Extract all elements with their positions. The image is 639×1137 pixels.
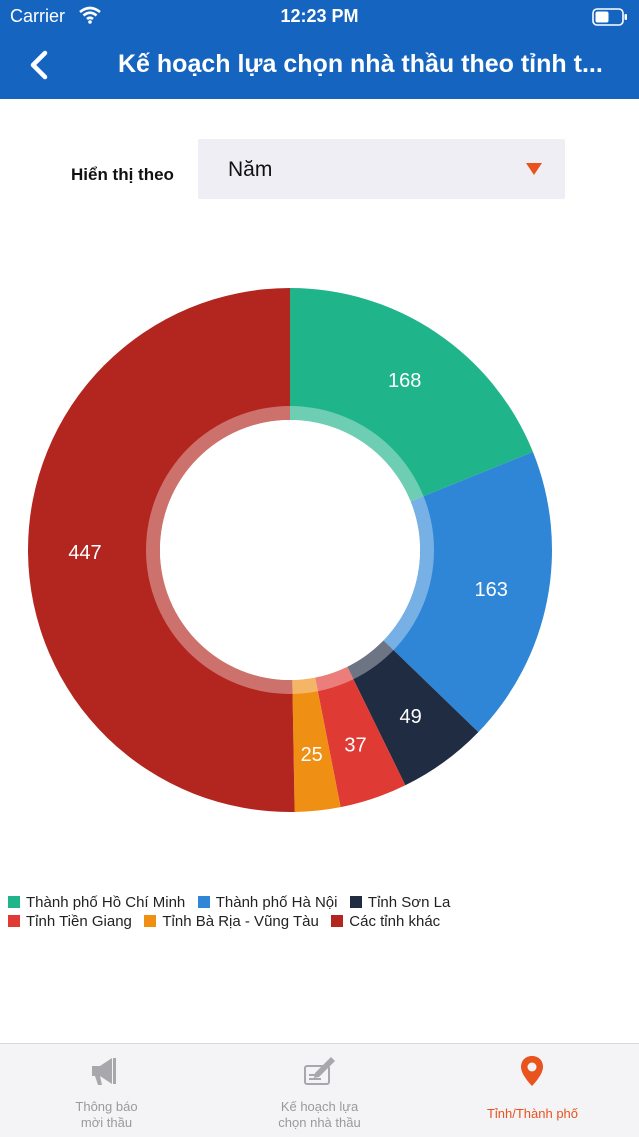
tab-label-line2: chọn nhà thầu	[278, 1115, 361, 1130]
location-pin-icon	[521, 1056, 543, 1086]
legend-swatch	[8, 915, 20, 927]
slice-ha-noi[interactable]	[383, 451, 552, 733]
legend-item-other-provinces[interactable]: Các tỉnh khác	[331, 913, 440, 930]
slice-label-other-provinces: 447	[68, 542, 101, 564]
legend-row: Tỉnh Tiền Giang Tỉnh Bà Rịa - Vũng Tàu C…	[8, 913, 628, 932]
clock: 12:23 PM	[280, 6, 359, 26]
legend-swatch	[331, 915, 344, 927]
wifi-icon	[79, 6, 101, 24]
chart-legend: Thành phố Hồ Chí Minh Thành phố Hà Nội T…	[8, 894, 628, 932]
carrier-label: Carrier	[10, 6, 66, 26]
plan-edit-icon	[304, 1057, 335, 1085]
donut-chart: 168 163 49 37 25 447	[27, 288, 552, 812]
legend-row: Thành phố Hồ Chí Minh Thành phố Hà Nội T…	[8, 894, 628, 913]
legend-swatch	[144, 915, 157, 927]
header: Carrier 12:23 PM Kế hoạch lựa chọn nhà t…	[0, 0, 639, 99]
back-button[interactable]	[22, 46, 62, 86]
megaphone-icon	[92, 1058, 116, 1085]
legend-swatch	[349, 896, 362, 908]
page-title: Kế hoạch lựa chọn nhà thầu theo tỉnh t..…	[118, 50, 603, 78]
slice-label-ha-noi: 163	[475, 579, 508, 601]
tab-label-line1: Thông báo	[75, 1099, 138, 1114]
legend-item-son-la[interactable]: Tỉnh Sơn La	[349, 894, 450, 911]
status-bar: Carrier 12:23 PM	[0, 0, 639, 34]
legend-item-tien-giang[interactable]: Tỉnh Tiền Giang	[8, 913, 132, 930]
donut-hole	[160, 420, 420, 680]
nav-bar: Kế hoạch lựa chọn nhà thầu theo tỉnh t..…	[0, 34, 639, 99]
dropdown-arrow-icon	[526, 163, 542, 175]
battery-icon	[592, 8, 627, 26]
period-dropdown-value: Năm	[228, 158, 273, 181]
slice-label-son-la: 49	[399, 706, 421, 728]
legend-swatch	[8, 896, 20, 908]
tab-provinces[interactable]: Tỉnh/Thành phố	[426, 1044, 639, 1137]
slice-label-tien-giang: 37	[344, 734, 366, 756]
legend-item-ho-chi-minh[interactable]: Thành phố Hồ Chí Minh	[8, 894, 185, 911]
tab-bar: Thông báo mời thầu Kế hoạch lựa chọn nhà…	[0, 1043, 639, 1137]
slice-ba-ria-vung-tau[interactable]	[292, 677, 341, 812]
tab-bid-notices[interactable]: Thông báo mời thầu	[0, 1044, 213, 1137]
legend-item-ha-noi[interactable]: Thành phố Hà Nội	[197, 894, 337, 911]
slice-label-ho-chi-minh: 168	[388, 370, 421, 392]
slice-son-la[interactable]	[347, 640, 479, 786]
filter-label: Hiển thị theo	[71, 165, 174, 184]
tab-label: Tỉnh/Thành phố	[486, 1106, 579, 1121]
period-dropdown[interactable]: Năm	[198, 139, 565, 199]
tab-label-line1: Kế hoạch lựa	[280, 1099, 359, 1114]
legend-item-ba-ria-vung-tau[interactable]: Tỉnh Bà Rịa - Vũng Tàu	[144, 913, 319, 930]
slice-ho-chi-minh[interactable]	[290, 288, 533, 502]
slice-other-provinces[interactable]	[27, 288, 295, 812]
legend-swatch	[197, 896, 210, 908]
tab-label-line2: mời thầu	[80, 1115, 133, 1130]
slice-label-ba-ria-vung-tau: 25	[301, 744, 323, 766]
tab-contractor-plans[interactable]: Kế hoạch lựa chọn nhà thầu	[213, 1044, 426, 1137]
slice-tien-giang[interactable]	[315, 666, 406, 808]
